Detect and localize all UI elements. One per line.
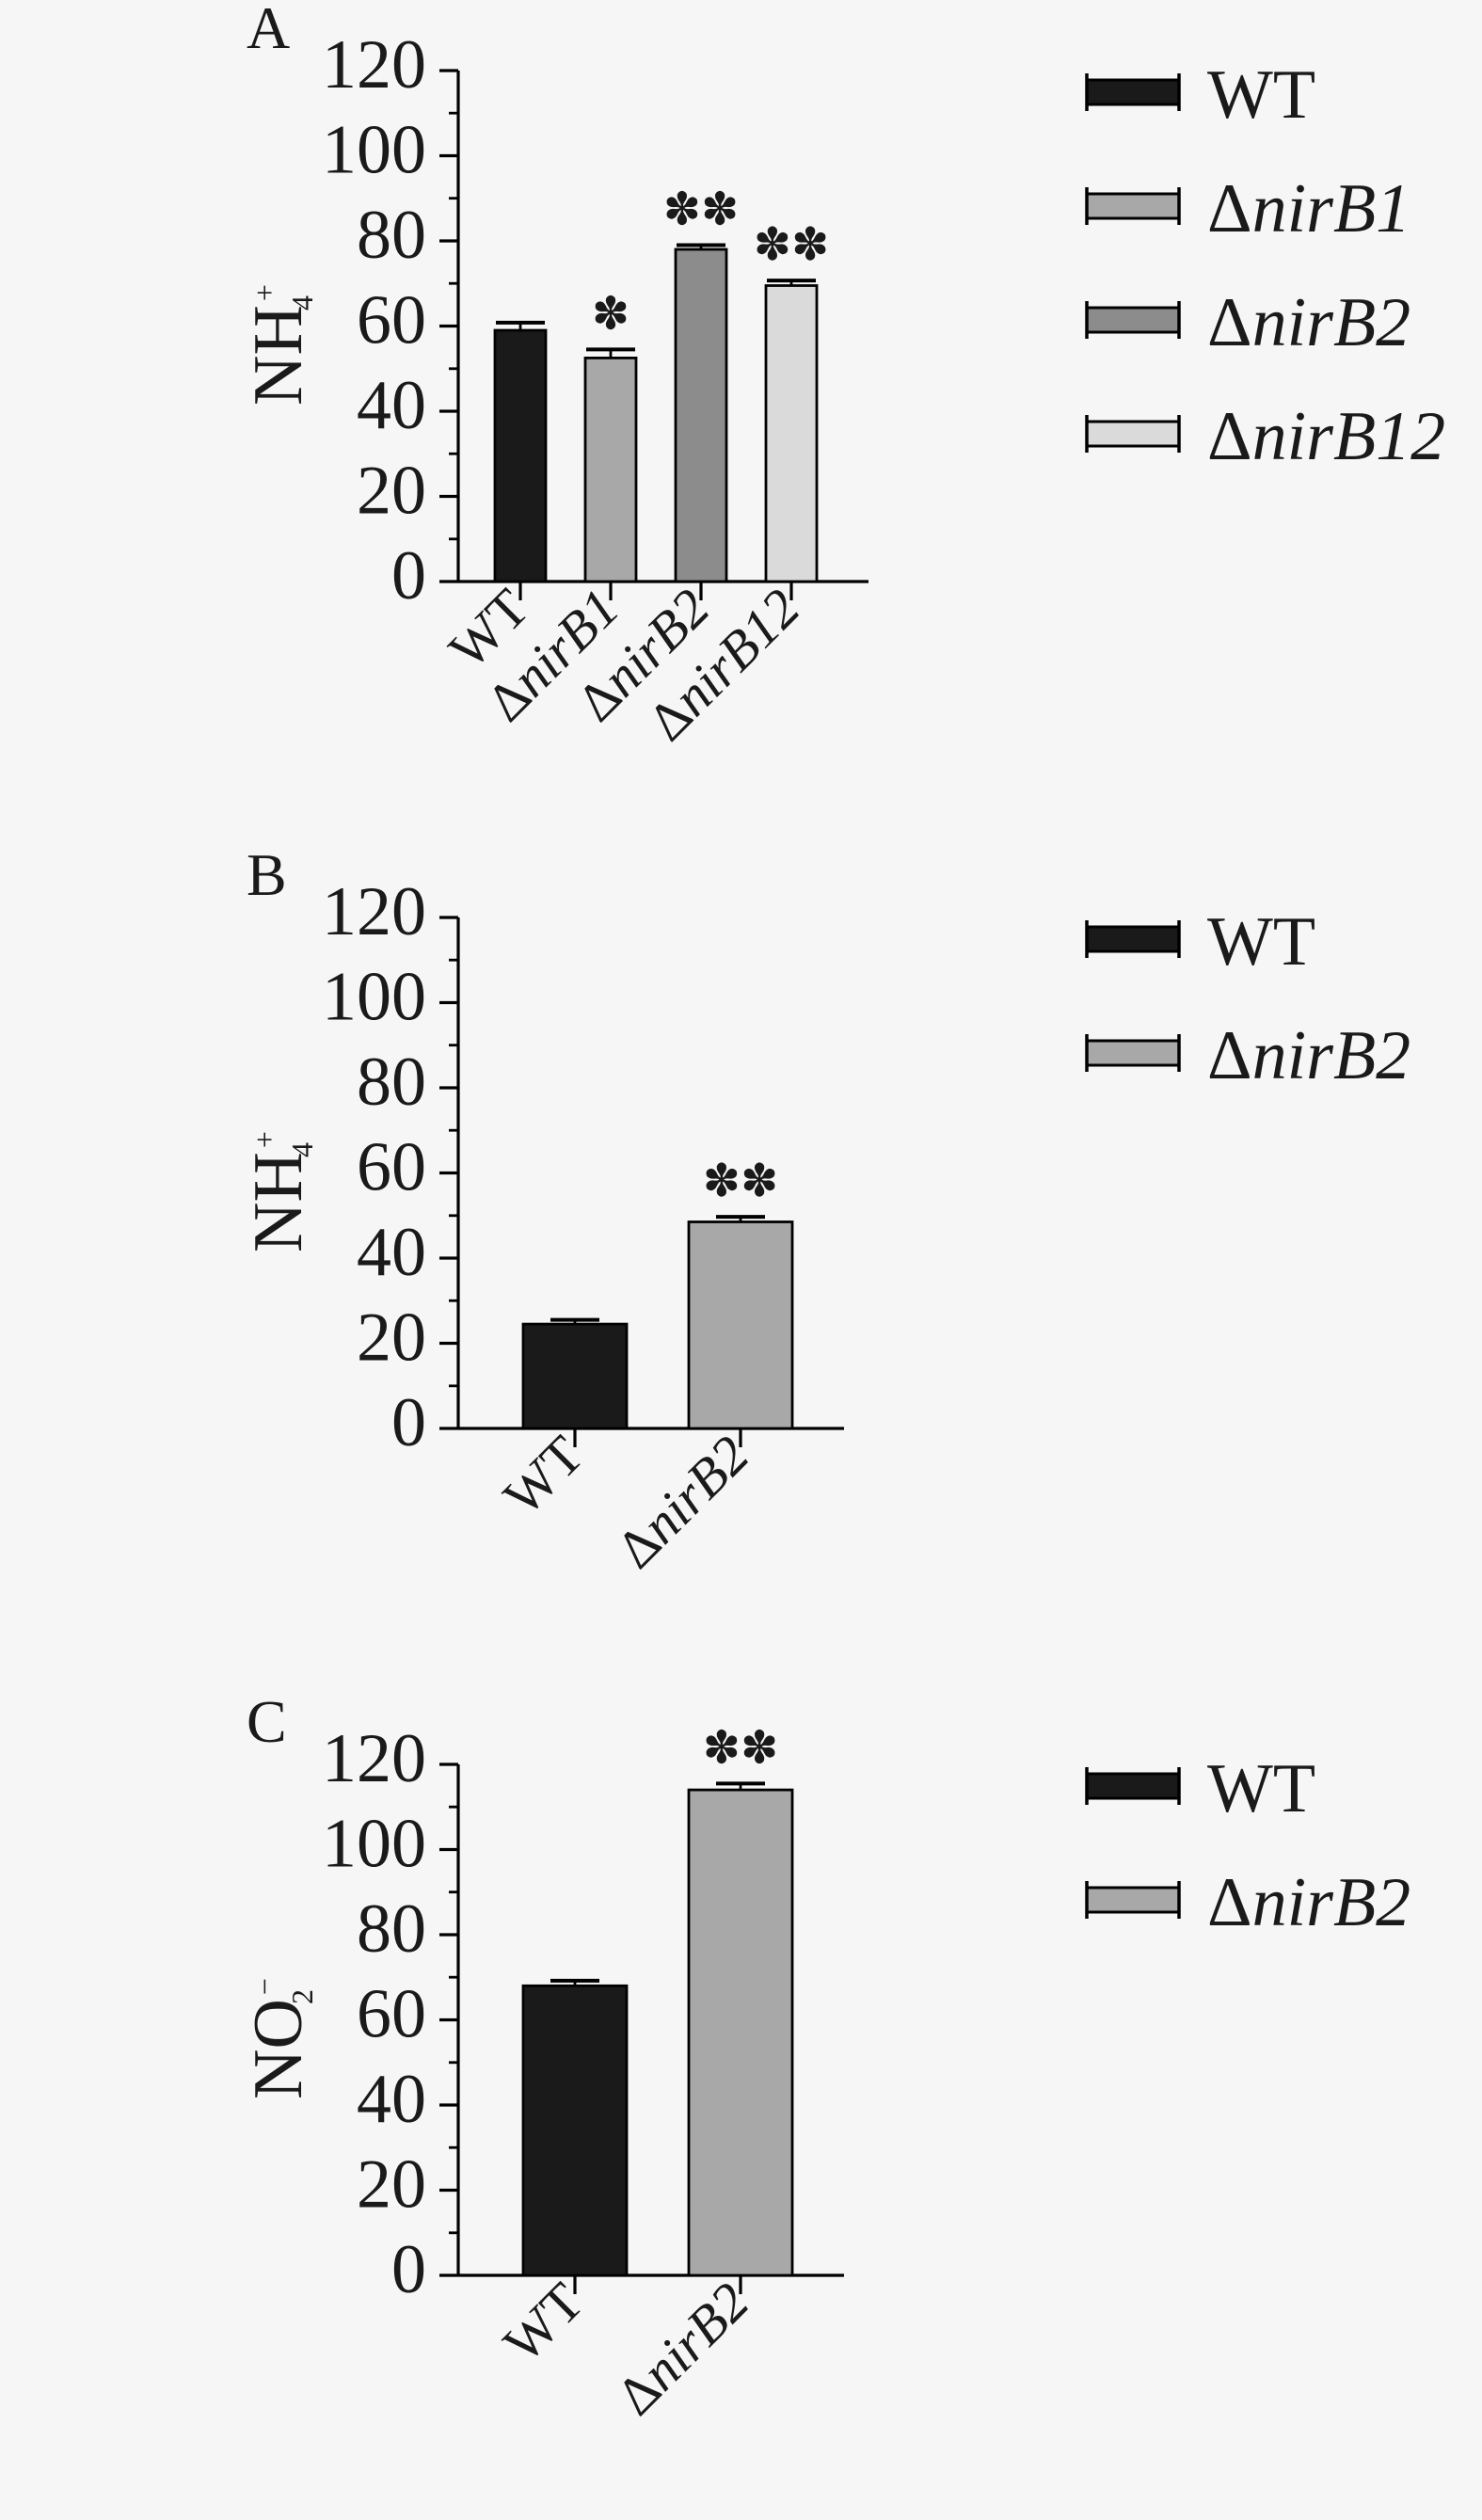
svg-text:80: 80 bbox=[357, 1044, 426, 1121]
svg-text:0: 0 bbox=[391, 1384, 426, 1461]
svg-text:NH+4: NH+4 bbox=[240, 1131, 319, 1252]
svg-text:✽✽: ✽✽ bbox=[703, 1156, 778, 1206]
svg-text:WT: WT bbox=[1207, 1750, 1315, 1827]
svg-text:✽✽: ✽✽ bbox=[754, 220, 829, 270]
svg-text:40: 40 bbox=[357, 367, 426, 444]
svg-text:60: 60 bbox=[357, 1129, 426, 1206]
svg-text:WT: WT bbox=[491, 2271, 595, 2374]
svg-text:A: A bbox=[247, 0, 290, 61]
svg-text:WT: WT bbox=[1207, 56, 1315, 134]
svg-text:20: 20 bbox=[357, 453, 426, 530]
svg-text:60: 60 bbox=[357, 282, 426, 359]
svg-text:✽✽: ✽✽ bbox=[703, 1723, 778, 1773]
svg-text:ΔnirB12: ΔnirB12 bbox=[1207, 398, 1445, 475]
svg-text:NO−2: NO−2 bbox=[240, 1978, 319, 2099]
svg-text:ΔnirB2: ΔnirB2 bbox=[604, 2271, 760, 2427]
svg-text:✽✽: ✽✽ bbox=[663, 185, 739, 235]
svg-text:0: 0 bbox=[391, 537, 426, 614]
svg-text:NH+4: NH+4 bbox=[240, 284, 319, 406]
svg-text:100: 100 bbox=[322, 959, 426, 1036]
svg-text:120: 120 bbox=[322, 26, 426, 104]
svg-text:ΔnirB2: ΔnirB2 bbox=[1207, 284, 1410, 361]
svg-text:80: 80 bbox=[357, 197, 426, 274]
svg-text:0: 0 bbox=[391, 2231, 426, 2308]
svg-text:20: 20 bbox=[357, 2146, 426, 2224]
svg-text:120: 120 bbox=[322, 873, 426, 950]
svg-text:✽: ✽ bbox=[592, 289, 629, 339]
svg-text:100: 100 bbox=[322, 1806, 426, 1883]
svg-text:WT: WT bbox=[1207, 903, 1315, 981]
svg-text:C: C bbox=[247, 1694, 287, 1755]
svg-text:WT: WT bbox=[491, 1424, 595, 1527]
svg-text:40: 40 bbox=[357, 2061, 426, 2138]
svg-text:ΔnirB2: ΔnirB2 bbox=[604, 1424, 760, 1580]
svg-text:B: B bbox=[247, 847, 287, 908]
svg-text:ΔnirB2: ΔnirB2 bbox=[1207, 1017, 1410, 1094]
svg-text:ΔnirB2: ΔnirB2 bbox=[1207, 1864, 1410, 1941]
svg-text:40: 40 bbox=[357, 1214, 426, 1291]
svg-text:20: 20 bbox=[357, 1300, 426, 1377]
svg-text:100: 100 bbox=[322, 112, 426, 189]
svg-text:80: 80 bbox=[357, 1890, 426, 1968]
svg-text:ΔnirB1: ΔnirB1 bbox=[1207, 170, 1410, 247]
svg-text:120: 120 bbox=[322, 1720, 426, 1797]
svg-text:60: 60 bbox=[357, 1976, 426, 2053]
